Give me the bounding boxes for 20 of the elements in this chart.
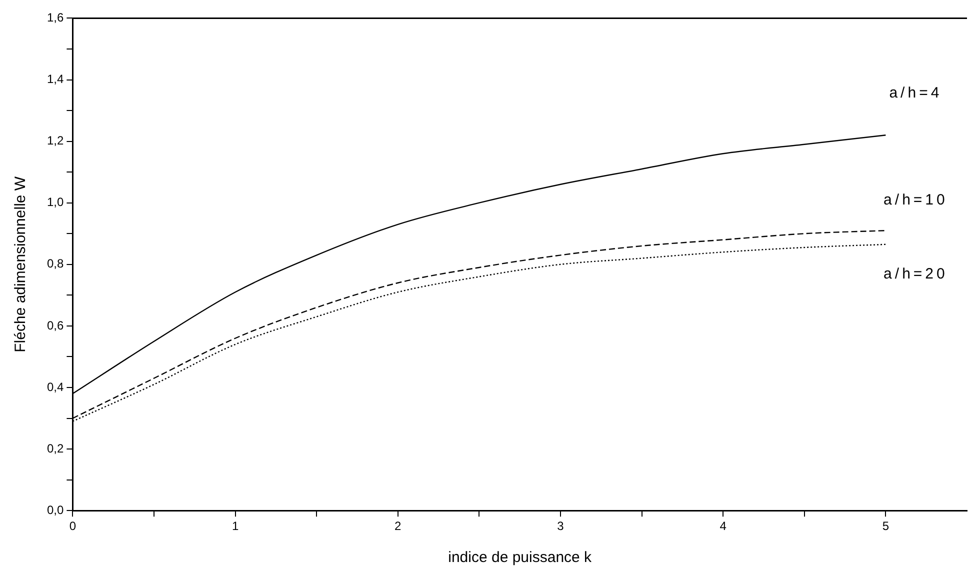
y-tick-label: 0,4 [46, 380, 64, 394]
y-tick-label: 0,2 [46, 441, 64, 456]
y-tick-label: 0,0 [46, 502, 64, 517]
x-tick-label: 5 [882, 519, 890, 534]
x-axis-title: indice de puissance k [448, 549, 592, 566]
y-tick-label: 0,6 [46, 318, 64, 332]
y-tick-label: 1,0 [46, 195, 64, 210]
x-tick-label: 1 [232, 519, 239, 534]
series-label: a/h=10 [884, 192, 948, 209]
series-label: a/h=20 [884, 266, 948, 283]
x-tick-label: 3 [557, 519, 564, 534]
y-tick-label: 1,6 [46, 10, 64, 25]
y-tick-label: 1,4 [46, 72, 64, 86]
text: a/h=4 [889, 84, 942, 102]
x-tick-label: 2 [394, 519, 402, 534]
y-tick-label: 0,8 [46, 256, 64, 271]
y-tick-label: 1,2 [46, 134, 64, 148]
x-tick-label: 4 [720, 519, 727, 534]
x-tick-label: 0 [69, 519, 76, 534]
y-axis-title: Fléche adimensionnelle W [12, 176, 30, 352]
